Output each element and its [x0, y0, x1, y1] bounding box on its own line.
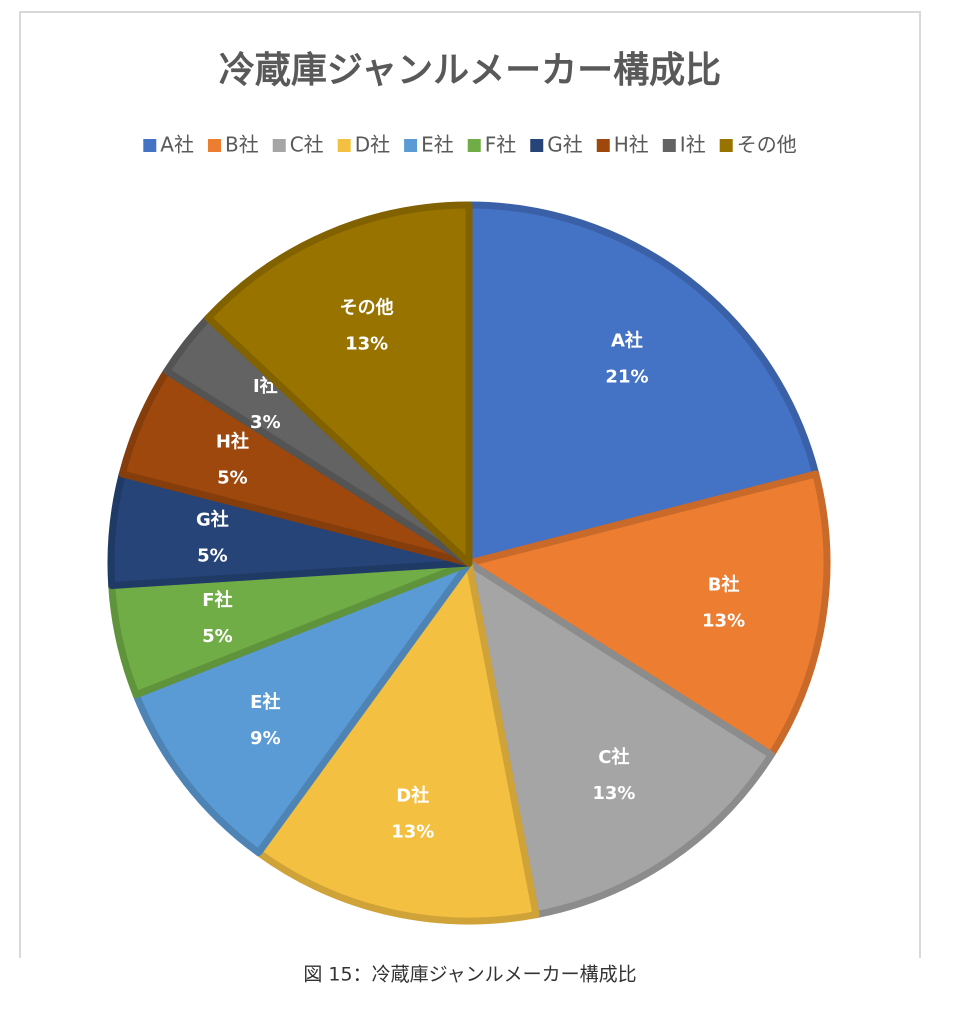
slice-name: A社: [611, 329, 643, 351]
slice-value: 5%: [197, 546, 228, 567]
legend-label: G社: [547, 133, 583, 157]
legend-item: その他: [719, 133, 797, 157]
legend-swatch: [207, 139, 221, 152]
legend-swatch: [530, 139, 544, 152]
slice-name: B社: [708, 573, 740, 595]
legend-swatch: [467, 139, 481, 152]
slice-value: 13%: [702, 610, 745, 631]
slice-value: 21%: [605, 366, 648, 387]
legend-swatch: [404, 139, 418, 152]
legend-item: A社: [143, 133, 194, 157]
slice-name: H社: [216, 431, 249, 453]
slice-name: E社: [250, 691, 280, 713]
pie-slice: [465, 470, 831, 759]
pie: A社21%B社13%C社13%D社13%E社9%F社5%G社5%H社5%I社3%…: [107, 201, 831, 925]
legend-label: H社: [614, 133, 649, 157]
legend-swatch: [719, 139, 733, 152]
slice-value: 9%: [250, 728, 281, 749]
pie-slice: [132, 559, 473, 857]
legend-label: F社: [485, 133, 517, 157]
legend-label: I社: [680, 133, 706, 157]
slice-value: 13%: [345, 333, 388, 354]
legend: A社 B社 C社 D社 E社 F社 G社 H社 I社 その他: [143, 133, 797, 157]
slice-name: F社: [202, 589, 232, 611]
legend-label: E社: [421, 133, 454, 157]
caption: 図 15：冷蔵庫ジャンルメーカー構成比: [303, 964, 636, 986]
legend-item: F社: [467, 133, 517, 157]
pie-slice: [204, 201, 473, 567]
slice-value: 5%: [217, 468, 248, 489]
legend-swatch: [596, 139, 610, 152]
slice-name: その他: [340, 296, 394, 318]
legend-item: G社: [530, 133, 583, 157]
legend-label: B社: [225, 133, 259, 157]
legend-item: I社: [662, 133, 706, 157]
slice-name: C社: [598, 746, 629, 768]
slice-name: G社: [196, 509, 229, 531]
legend-label: その他: [737, 133, 797, 157]
slice-value: 13%: [391, 822, 434, 843]
chart-border: [19, 11, 921, 958]
legend-swatch: [662, 139, 676, 152]
legend-label: A社: [160, 133, 194, 157]
legend-item: D社: [337, 133, 390, 157]
pie-slice: [465, 559, 775, 919]
pie-slice: [255, 559, 540, 925]
legend-item: H社: [596, 133, 649, 157]
legend-label: C社: [290, 133, 324, 157]
legend-item: C社: [272, 133, 324, 157]
legend-swatch: [337, 139, 351, 152]
legend-label: D社: [355, 133, 390, 157]
slice-value: 3%: [250, 412, 281, 433]
chart-title: 冷蔵庫ジャンルメーカー構成比: [219, 50, 721, 91]
slice-value: 5%: [202, 626, 233, 647]
legend-swatch: [272, 139, 286, 152]
legend-swatch: [143, 139, 157, 152]
slice-name: D社: [396, 785, 429, 807]
pie-slice: [465, 201, 820, 567]
legend-item: B社: [207, 133, 259, 157]
slice-value: 13%: [592, 783, 635, 804]
legend-item: E社: [404, 133, 454, 157]
